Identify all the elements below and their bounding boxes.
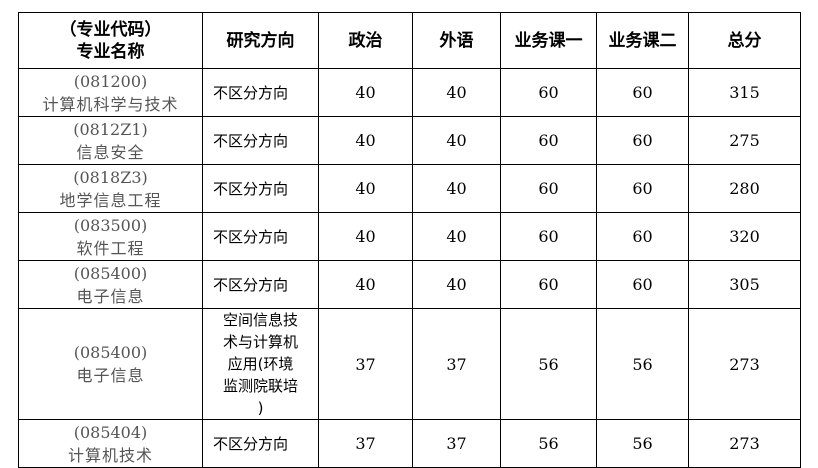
course2-score: 60	[596, 68, 689, 117]
total-score: 280	[688, 164, 801, 213]
major-name: 计算机科学与技术	[42, 94, 179, 114]
major-cell: (083500) 软件工程	[18, 212, 203, 261]
header-course1: 业务课一	[500, 12, 597, 69]
major-name: 电子信息	[76, 286, 145, 306]
header-major-code: （专业代码）	[59, 19, 162, 40]
course1-score: 60	[500, 212, 597, 261]
major-name: 软件工程	[76, 238, 145, 258]
major-name: 信息安全	[76, 142, 145, 162]
course2-score: 56	[596, 308, 689, 420]
major-cell: (081200) 计算机科学与技术	[18, 68, 203, 117]
direction-cell: 不区分方向	[202, 116, 319, 165]
course1-score: 56	[500, 308, 597, 420]
header-major: （专业代码） 专业名称	[18, 12, 203, 69]
header-row: （专业代码） 专业名称 研究方向 政治 外语 业务课一 业务课二 总分	[18, 12, 801, 69]
course2-score: 60	[596, 260, 689, 309]
direction-line: 应用(环境	[227, 355, 294, 373]
table-row: (081200) 计算机科学与技术 不区分方向 40 40 60 60 315	[18, 68, 801, 117]
major-cell: (085400) 电子信息	[18, 260, 203, 309]
table-row: (085400) 电子信息 空间信息技 术与计算机 应用(环境 监测院联培) 37 37 56 5…	[18, 308, 801, 420]
language-score: 40	[412, 164, 501, 213]
table-row: (085404) 计算机技术 不区分方向 37 37 56 56 273	[18, 419, 801, 468]
total-score: 305	[688, 260, 801, 309]
header-major-name: 专业名称	[76, 41, 145, 62]
direction-line: 监测院联培	[222, 377, 298, 395]
politics-score: 37	[318, 308, 413, 420]
course2-score: 60	[596, 212, 689, 261]
table-row: (083500) 软件工程 不区分方向 40 40 60 60 320	[18, 212, 801, 261]
course1-score: 56	[500, 419, 597, 468]
politics-score: 40	[318, 116, 413, 165]
direction-line: 术与计算机	[222, 333, 298, 351]
direction-line: 空间信息技	[222, 311, 298, 329]
major-code: (0812Z1)	[73, 119, 148, 139]
language-score: 37	[412, 419, 501, 468]
course2-score: 60	[596, 164, 689, 213]
major-cell: (085404) 计算机技术	[18, 419, 203, 468]
major-code: (081200)	[73, 71, 148, 91]
major-cell: (0812Z1) 信息安全	[18, 116, 203, 165]
major-name: 计算机技术	[67, 445, 153, 465]
direction-cell: 不区分方向	[202, 164, 319, 213]
header-politics: 政治	[318, 12, 413, 69]
direction-cell: 不区分方向	[202, 68, 319, 117]
course2-score: 56	[596, 419, 689, 468]
major-code: (083500)	[73, 215, 148, 235]
major-cell: (085400) 电子信息	[18, 308, 203, 420]
header-language: 外语	[412, 12, 501, 69]
total-score: 273	[688, 308, 801, 420]
major-code: (085400)	[73, 263, 148, 283]
course1-score: 60	[500, 68, 597, 117]
total-score: 315	[688, 68, 801, 117]
total-score: 273	[688, 419, 801, 468]
course2-score: 60	[596, 116, 689, 165]
language-score: 40	[412, 68, 501, 117]
major-name: 地学信息工程	[59, 190, 162, 210]
major-code: (085404)	[73, 422, 148, 442]
language-score: 37	[412, 308, 501, 420]
major-name: 电子信息	[76, 366, 145, 385]
language-score: 40	[412, 260, 501, 309]
politics-score: 37	[318, 419, 413, 468]
direction-cell: 不区分方向	[202, 212, 319, 261]
language-score: 40	[412, 116, 501, 165]
politics-score: 40	[318, 68, 413, 117]
politics-score: 40	[318, 164, 413, 213]
header-course2: 业务课二	[596, 12, 689, 69]
direction-cell: 不区分方向	[202, 419, 319, 468]
table-row: (0818Z3) 地学信息工程 不区分方向 40 40 60 60 280	[18, 164, 801, 213]
direction-cell: 不区分方向	[202, 260, 319, 309]
table-row: (085400) 电子信息 不区分方向 40 40 60 60 305	[18, 260, 801, 309]
header-total: 总分	[688, 12, 801, 69]
language-score: 40	[412, 212, 501, 261]
politics-score: 40	[318, 260, 413, 309]
major-code: (0818Z3)	[73, 167, 148, 187]
header-direction: 研究方向	[202, 12, 319, 69]
course1-score: 60	[500, 164, 597, 213]
score-table: （专业代码） 专业名称 研究方向 政治 外语 业务课一 业务课二 总分 (0812…	[18, 12, 801, 468]
politics-score: 40	[318, 212, 413, 261]
total-score: 275	[688, 116, 801, 165]
major-cell: (0818Z3) 地学信息工程	[18, 164, 203, 213]
major-code: (085400)	[73, 343, 148, 362]
table-row: (0812Z1) 信息安全 不区分方向 40 40 60 60 275	[18, 116, 801, 165]
course1-score: 60	[500, 260, 597, 309]
direction-line: )	[257, 399, 264, 417]
course1-score: 60	[500, 116, 597, 165]
direction-cell: 空间信息技术与计算机应用(环境监测院联培)	[202, 308, 319, 420]
total-score: 320	[688, 212, 801, 261]
